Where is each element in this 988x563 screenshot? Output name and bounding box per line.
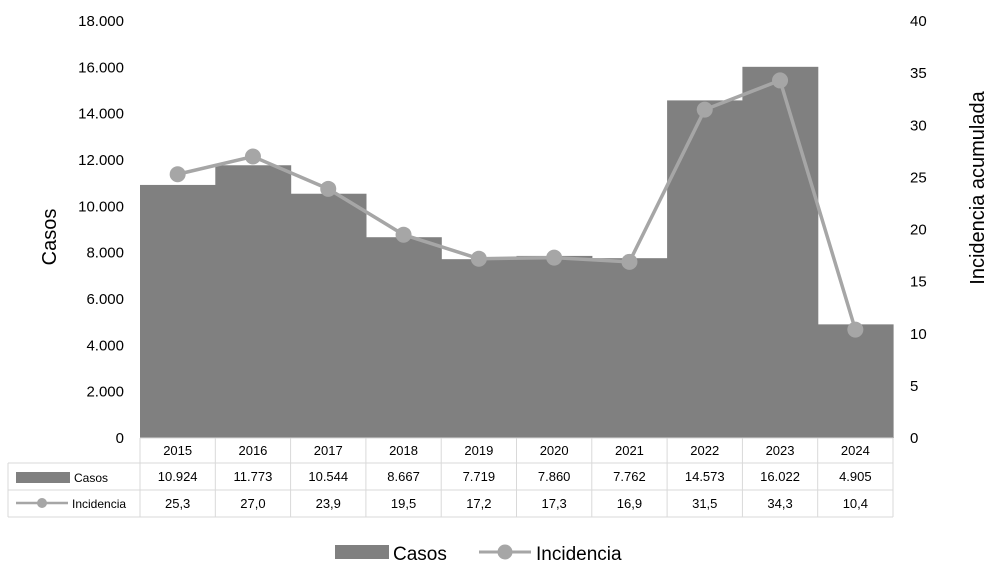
- bar-2015: [140, 184, 216, 438]
- table-header-year: 2023: [766, 443, 795, 458]
- table-cell-incidencia: 25,3: [165, 496, 190, 511]
- left-axis: 0 2.000 4.000 6.000 8.000 10.000 12.000 14.000 1…: [78, 13, 124, 447]
- right-tick-label: 20: [910, 222, 927, 239]
- bars-layer: [140, 66, 894, 439]
- legend-label-incidencia: Incidencia: [536, 544, 622, 563]
- left-tick-label: 14.000: [78, 106, 124, 123]
- table-cell-incidencia: 10,4: [843, 496, 868, 511]
- table-header-year: 2016: [238, 443, 267, 458]
- table-cell-incidencia: 16,9: [617, 496, 642, 511]
- incidencia-point-2022: [696, 101, 713, 118]
- left-tick-label: 6.000: [86, 291, 124, 308]
- table-cell-incidencia: 17,3: [541, 496, 566, 511]
- right-tick-label: 35: [910, 65, 927, 82]
- table-header-year: 2018: [389, 443, 418, 458]
- right-tick-label: 30: [910, 117, 927, 134]
- table-key-casos: [16, 472, 70, 483]
- incidencia-point-2024: [847, 321, 864, 338]
- bar-2024: [817, 324, 894, 438]
- right-axis: 0 5 10 15 20 25 30 35 40: [910, 13, 927, 447]
- left-tick-label: 10.000: [78, 198, 124, 215]
- left-tick-label: 18.000: [78, 13, 124, 30]
- incidencia-point-2015: [169, 166, 186, 183]
- legend-label-casos: Casos: [393, 544, 447, 563]
- incidencia-point-2023: [772, 72, 789, 89]
- table-cell-casos: 10.544: [308, 469, 348, 484]
- left-tick-label: 8.000: [86, 245, 124, 262]
- table-cell-casos: 11.773: [234, 469, 273, 484]
- table-cell-casos: 4.905: [839, 469, 872, 484]
- table-row-label-incidencia: Incidencia: [72, 497, 126, 511]
- incidencia-point-2016: [244, 148, 261, 165]
- table-header-year: 2021: [615, 443, 644, 458]
- bar-2021: [591, 258, 668, 438]
- table-cell-casos: 14.573: [685, 469, 725, 484]
- table-cell-casos: 16.022: [760, 469, 800, 484]
- table-cell-incidencia: 31,5: [692, 496, 717, 511]
- right-tick-label: 0: [910, 430, 918, 447]
- right-tick-label: 15: [910, 274, 927, 291]
- incidencia-point-2019: [470, 250, 487, 267]
- incidencia-point-2020: [546, 249, 563, 266]
- right-axis-title: Incidencia acumulada: [967, 90, 988, 284]
- bar-2022: [667, 100, 743, 439]
- legend-swatch-casos: [335, 545, 389, 559]
- table-header-year: 2022: [690, 443, 719, 458]
- bar-2018: [365, 237, 442, 438]
- line-layer: [169, 72, 864, 338]
- left-tick-label: 0: [116, 430, 124, 447]
- table-cell-casos: 7.762: [613, 469, 646, 484]
- left-tick-label: 16.000: [78, 59, 124, 76]
- right-tick-label: 5: [910, 378, 918, 395]
- table-cell-incidencia: 27,0: [240, 496, 265, 511]
- table-header-year: 2017: [314, 443, 343, 458]
- table-header-year: 2019: [464, 443, 493, 458]
- left-tick-label: 12.000: [78, 152, 124, 169]
- legend: Casos Incidencia: [335, 544, 622, 563]
- table-cell-incidencia: 17,2: [466, 496, 491, 511]
- table-key-incidencia-marker: [37, 498, 47, 508]
- legend-marker-incidencia: [497, 544, 513, 560]
- incidencia-point-2018: [395, 226, 412, 243]
- bar-2023: [742, 66, 819, 438]
- incidencia-line: [177, 78, 858, 331]
- table-header-year: 2024: [841, 443, 870, 458]
- bar-2016: [215, 165, 292, 438]
- right-tick-label: 25: [910, 169, 927, 186]
- right-tick-label: 10: [910, 326, 927, 343]
- table-cell-casos: 10.924: [158, 469, 198, 484]
- data-table: 2015 2016 2017 2018 2019 2020 2021 2022 2023 2024…: [7, 437, 894, 518]
- table-cell-casos: 8.667: [387, 469, 420, 484]
- table-row-label-casos: Casos: [74, 471, 108, 485]
- right-tick-label: 40: [910, 13, 927, 30]
- left-axis-title: Casos: [39, 209, 61, 266]
- table-header-year: 2015: [163, 443, 192, 458]
- left-tick-label: 2.000: [86, 384, 124, 401]
- bar-2020: [516, 255, 593, 438]
- bar-2017: [290, 193, 367, 438]
- incidencia-point-2021: [621, 253, 638, 270]
- left-tick-label: 4.000: [86, 337, 124, 354]
- table-cell-incidencia: 23,9: [316, 496, 341, 511]
- table-cell-casos: 7.860: [538, 469, 571, 484]
- table-cell-incidencia: 34,3: [767, 496, 792, 511]
- table-cell-casos: 7.719: [463, 469, 496, 484]
- table-cell-incidencia: 19,5: [391, 496, 416, 511]
- bar-2019: [441, 259, 518, 438]
- table-header-year: 2020: [540, 443, 569, 458]
- incidencia-point-2017: [320, 180, 337, 197]
